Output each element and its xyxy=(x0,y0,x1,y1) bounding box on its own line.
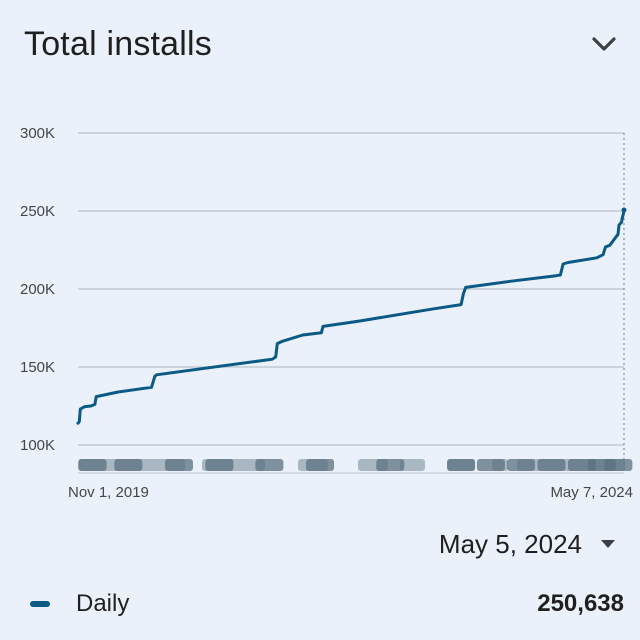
event-marker[interactable] xyxy=(537,459,566,471)
selected-date: May 5, 2024 xyxy=(438,528,582,559)
grid-lines xyxy=(78,132,625,474)
event-marker-band[interactable] xyxy=(447,459,475,471)
event-marker-band[interactable] xyxy=(517,459,625,471)
event-marker-band[interactable] xyxy=(492,459,508,471)
card-title: Total installs xyxy=(24,24,212,63)
card-header: Total installs xyxy=(24,22,616,66)
x-axis-ticks: Nov 1, 2019 May 7, 2024 xyxy=(68,484,633,500)
event-marker[interactable] xyxy=(507,459,536,471)
y-tick-label: 250K xyxy=(20,203,55,220)
chevron-down-icon xyxy=(592,37,616,51)
event-marker-band[interactable] xyxy=(202,459,265,471)
event-marker[interactable] xyxy=(78,459,107,471)
event-marker-band[interactable] xyxy=(78,459,185,471)
collapse-button[interactable] xyxy=(584,24,624,64)
series-line-daily xyxy=(76,208,626,425)
event-marker-band[interactable] xyxy=(400,459,425,471)
series-endpoint xyxy=(621,207,627,213)
event-marker[interactable] xyxy=(164,459,193,471)
date-selector[interactable]: May 5, 2024 xyxy=(439,526,616,562)
y-tick-label: 200K xyxy=(20,281,55,298)
event-marker-band[interactable] xyxy=(298,459,328,471)
event-marker[interactable] xyxy=(604,459,633,471)
event-marker-band[interactable] xyxy=(358,459,388,471)
series-lines xyxy=(76,207,627,425)
event-marker[interactable] xyxy=(306,459,335,471)
x-tick-label: Nov 1, 2019 xyxy=(68,484,149,500)
installs-chart[interactable]: 100K 150K 200K 250K 300K Nov 1, 2019 May 7, 2… xyxy=(0,100,640,500)
y-tick-label: 150K xyxy=(20,359,55,376)
legend-label: Daily xyxy=(76,590,130,617)
dropdown-arrow-icon xyxy=(601,540,615,548)
legend-value: 250,638 xyxy=(537,590,624,617)
event-marker[interactable] xyxy=(476,459,505,471)
event-marker[interactable] xyxy=(447,459,476,471)
event-marker[interactable] xyxy=(114,459,143,471)
y-axis-ticks: 100K 150K 200K 250K 300K xyxy=(20,125,55,454)
legend-swatch xyxy=(30,601,50,607)
event-marker[interactable] xyxy=(376,459,405,471)
event-marker[interactable] xyxy=(205,459,234,471)
y-tick-label: 300K xyxy=(20,125,55,142)
event-markers[interactable] xyxy=(78,459,633,471)
y-tick-label: 100K xyxy=(20,437,55,454)
x-tick-label: May 7, 2024 xyxy=(550,484,633,500)
event-marker[interactable] xyxy=(255,459,284,471)
legend-row: Daily 250,638 xyxy=(30,586,624,622)
